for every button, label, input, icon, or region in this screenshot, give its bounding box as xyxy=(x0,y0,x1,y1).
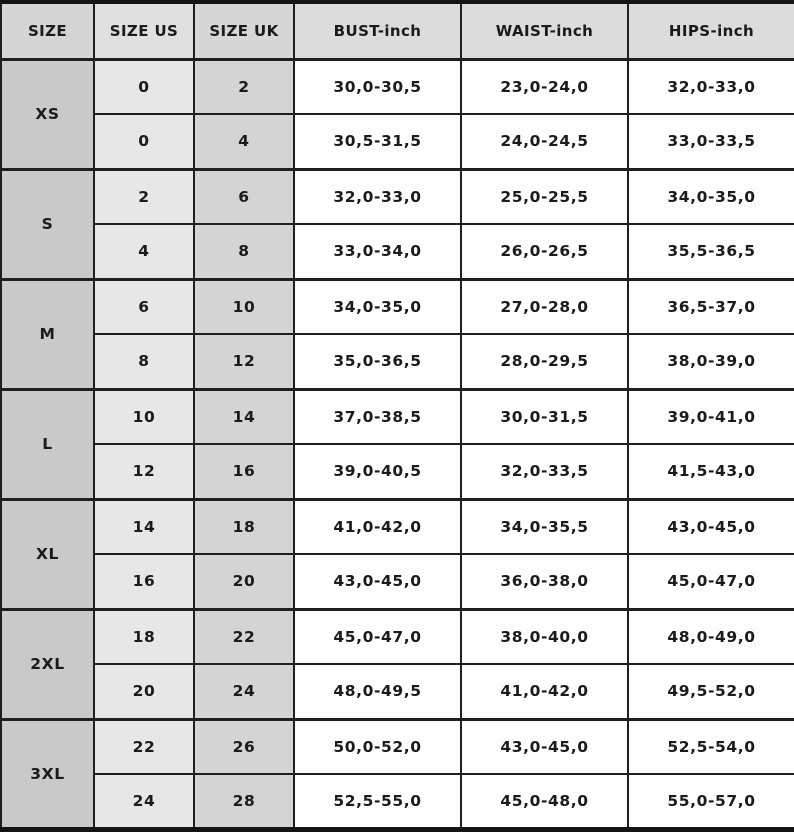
cell-hips-range: 45,0-47,0 xyxy=(627,553,794,610)
column-header-waist: WAIST-inch xyxy=(460,1,629,60)
cell-hips-range: 39,0-41,0 xyxy=(627,387,794,445)
cell-waist-range: 23,0-24,0 xyxy=(460,57,629,115)
cell-size-uk: 6 xyxy=(193,167,295,225)
cell-bust-range: 43,0-45,0 xyxy=(293,553,462,610)
size-group-label-xl: XL xyxy=(0,497,95,610)
cell-size-us: 22 xyxy=(93,717,195,775)
cell-waist-range: 43,0-45,0 xyxy=(460,717,629,775)
cell-size-us: 4 xyxy=(93,223,195,280)
cell-size-uk: 26 xyxy=(193,717,295,775)
cell-bust-range: 52,5-55,0 xyxy=(293,773,462,830)
table-row: M 6 10 34,0-35,0 27,0-28,0 36,5-37,0 xyxy=(0,277,794,390)
table-row: 12 16 39,0-40,5 32,0-33,5 41,5-43,0 xyxy=(1,443,794,500)
cell-size-uk: 14 xyxy=(193,387,295,445)
cell-waist-range: 24,0-24,5 xyxy=(460,113,629,170)
cell-size-uk: 8 xyxy=(193,223,295,280)
size-group-label-xs: XS xyxy=(0,57,95,170)
cell-size-us: 6 xyxy=(93,277,195,335)
cell-size-uk: 24 xyxy=(193,663,295,720)
cell-bust-range: 39,0-40,5 xyxy=(293,443,462,500)
cell-bust-range: 37,0-38,5 xyxy=(293,387,462,445)
cell-size-uk: 10 xyxy=(193,277,295,335)
cell-size-uk: 12 xyxy=(193,333,295,390)
cell-bust-range: 41,0-42,0 xyxy=(293,497,462,555)
cell-waist-range: 28,0-29,5 xyxy=(460,333,629,390)
table-row: 16 20 43,0-45,0 36,0-38,0 45,0-47,0 xyxy=(1,553,794,610)
cell-hips-range: 36,5-37,0 xyxy=(627,277,794,335)
column-header-size-us: SIZE US xyxy=(93,1,195,60)
cell-size-us: 0 xyxy=(93,113,195,170)
cell-hips-range: 34,0-35,0 xyxy=(627,167,794,225)
cell-size-us: 12 xyxy=(93,443,195,500)
cell-waist-range: 26,0-26,5 xyxy=(460,223,629,280)
table-row: 3XL 22 26 50,0-52,0 43,0-45,0 52,5-54,0 xyxy=(0,717,794,830)
column-header-bust: BUST-inch xyxy=(293,1,462,60)
cell-bust-range: 32,0-33,0 xyxy=(293,167,462,225)
column-header-size-uk: SIZE UK xyxy=(193,1,295,60)
cell-waist-range: 25,0-25,5 xyxy=(460,167,629,225)
cell-bust-range: 48,0-49,5 xyxy=(293,663,462,720)
cell-waist-range: 27,0-28,0 xyxy=(460,277,629,335)
cell-size-uk: 28 xyxy=(193,773,295,830)
cell-size-us: 2 xyxy=(93,167,195,225)
cell-waist-range: 41,0-42,0 xyxy=(460,663,629,720)
cell-size-us: 24 xyxy=(93,773,195,830)
cell-hips-range: 43,0-45,0 xyxy=(627,497,794,555)
table-row: XL 14 18 41,0-42,0 34,0-35,5 43,0-45,0 xyxy=(0,497,794,610)
cell-size-uk: 20 xyxy=(193,553,295,610)
size-group-label-2xl: 2XL xyxy=(0,607,95,720)
cell-size-us: 18 xyxy=(93,607,195,665)
table-row: 24 28 52,5-55,0 45,0-48,0 55,0-57,0 xyxy=(1,773,794,830)
header-row: SIZE SIZE US SIZE UK BUST-inch WAIST-inc… xyxy=(0,1,794,60)
cell-size-us: 14 xyxy=(93,497,195,555)
size-group-label-m: M xyxy=(0,277,95,390)
cell-waist-range: 45,0-48,0 xyxy=(460,773,629,830)
cell-size-us: 8 xyxy=(93,333,195,390)
cell-size-uk: 2 xyxy=(193,57,295,115)
cell-size-us: 16 xyxy=(93,553,195,610)
cell-bust-range: 30,5-31,5 xyxy=(293,113,462,170)
column-header-size: SIZE xyxy=(0,1,95,60)
table-row: S 2 6 32,0-33,0 25,0-25,5 34,0-35,0 xyxy=(0,167,794,280)
cell-size-uk: 4 xyxy=(193,113,295,170)
cell-size-us: 0 xyxy=(93,57,195,115)
cell-size-us: 10 xyxy=(93,387,195,445)
cell-waist-range: 36,0-38,0 xyxy=(460,553,629,610)
cell-hips-range: 38,0-39,0 xyxy=(627,333,794,390)
cell-bust-range: 50,0-52,0 xyxy=(293,717,462,775)
table-row: 2XL 18 22 45,0-47,0 38,0-40,0 48,0-49,0 xyxy=(0,607,794,720)
cell-waist-range: 32,0-33,5 xyxy=(460,443,629,500)
size-group-label-l: L xyxy=(0,387,95,500)
table-row: XS 0 2 30,0-30,5 23,0-24,0 32,0-33,0 xyxy=(0,57,794,170)
column-header-hips: HIPS-inch xyxy=(627,1,794,60)
table-row: 0 4 30,5-31,5 24,0-24,5 33,0-33,5 xyxy=(1,113,794,170)
cell-hips-range: 33,0-33,5 xyxy=(627,113,794,170)
cell-waist-range: 30,0-31,5 xyxy=(460,387,629,445)
cell-waist-range: 34,0-35,5 xyxy=(460,497,629,555)
cell-hips-range: 48,0-49,0 xyxy=(627,607,794,665)
table-row: L 10 14 37,0-38,5 30,0-31,5 39,0-41,0 xyxy=(0,387,794,500)
cell-bust-range: 33,0-34,0 xyxy=(293,223,462,280)
cell-hips-range: 55,0-57,0 xyxy=(627,773,794,830)
cell-hips-range: 41,5-43,0 xyxy=(627,443,794,500)
cell-size-uk: 22 xyxy=(193,607,295,665)
size-group-label-3xl: 3XL xyxy=(0,717,95,830)
cell-hips-range: 35,5-36,5 xyxy=(627,223,794,280)
table-row: 8 12 35,0-36,5 28,0-29,5 38,0-39,0 xyxy=(1,333,794,390)
cell-size-us: 20 xyxy=(93,663,195,720)
cell-bust-range: 45,0-47,0 xyxy=(293,607,462,665)
cell-hips-range: 32,0-33,0 xyxy=(627,57,794,115)
cell-bust-range: 34,0-35,0 xyxy=(293,277,462,335)
cell-bust-range: 30,0-30,5 xyxy=(293,57,462,115)
table-row: 20 24 48,0-49,5 41,0-42,0 49,5-52,0 xyxy=(1,663,794,720)
cell-hips-range: 49,5-52,0 xyxy=(627,663,794,720)
cell-waist-range: 38,0-40,0 xyxy=(460,607,629,665)
cell-size-uk: 16 xyxy=(193,443,295,500)
table-row: 4 8 33,0-34,0 26,0-26,5 35,5-36,5 xyxy=(1,223,794,280)
cell-bust-range: 35,0-36,5 xyxy=(293,333,462,390)
size-group-label-s: S xyxy=(0,167,95,280)
cell-size-uk: 18 xyxy=(193,497,295,555)
cell-hips-range: 52,5-54,0 xyxy=(627,717,794,775)
